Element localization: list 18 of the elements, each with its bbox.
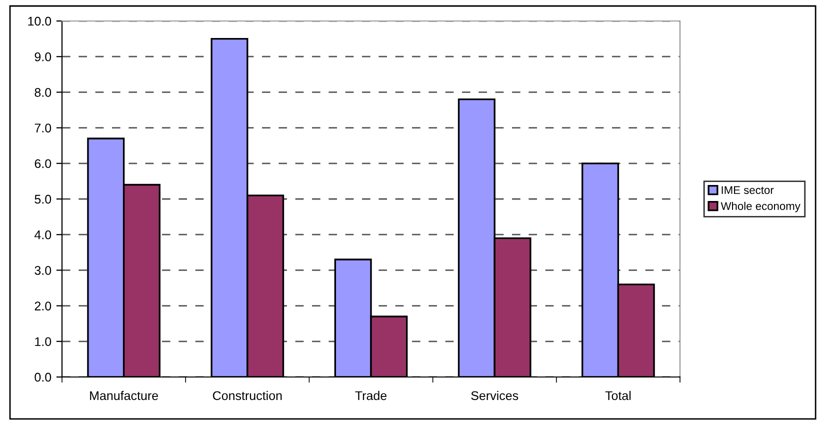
y-tick-label: 2.0 bbox=[34, 302, 52, 310]
y-tick-label: 3.0 bbox=[34, 266, 52, 275]
x-tick-label: Manufacture bbox=[90, 390, 158, 400]
y-tick-label: 9.0 bbox=[34, 52, 52, 62]
y-tick-label: 8.0 bbox=[34, 88, 52, 97]
legend-label: IME sector bbox=[722, 186, 774, 194]
y-tick-label: 1.0 bbox=[35, 337, 52, 346]
x-tick-label: Trade bbox=[355, 390, 387, 400]
y-tick-label: 6.0 bbox=[34, 159, 52, 168]
legend-label: Whole economy bbox=[720, 202, 800, 212]
x-tick-label: Total bbox=[605, 390, 631, 400]
x-tick-label: Construction bbox=[212, 390, 282, 400]
y-tick-label: 7.0 bbox=[34, 124, 52, 132]
y-tick-label: 0.0 bbox=[34, 372, 52, 382]
y-tick-label: 10.0 bbox=[28, 16, 52, 26]
y-tick-label: 4.0 bbox=[34, 230, 52, 240]
y-tick-label: 5.0 bbox=[34, 194, 52, 204]
x-tick-label: Services bbox=[471, 390, 518, 400]
